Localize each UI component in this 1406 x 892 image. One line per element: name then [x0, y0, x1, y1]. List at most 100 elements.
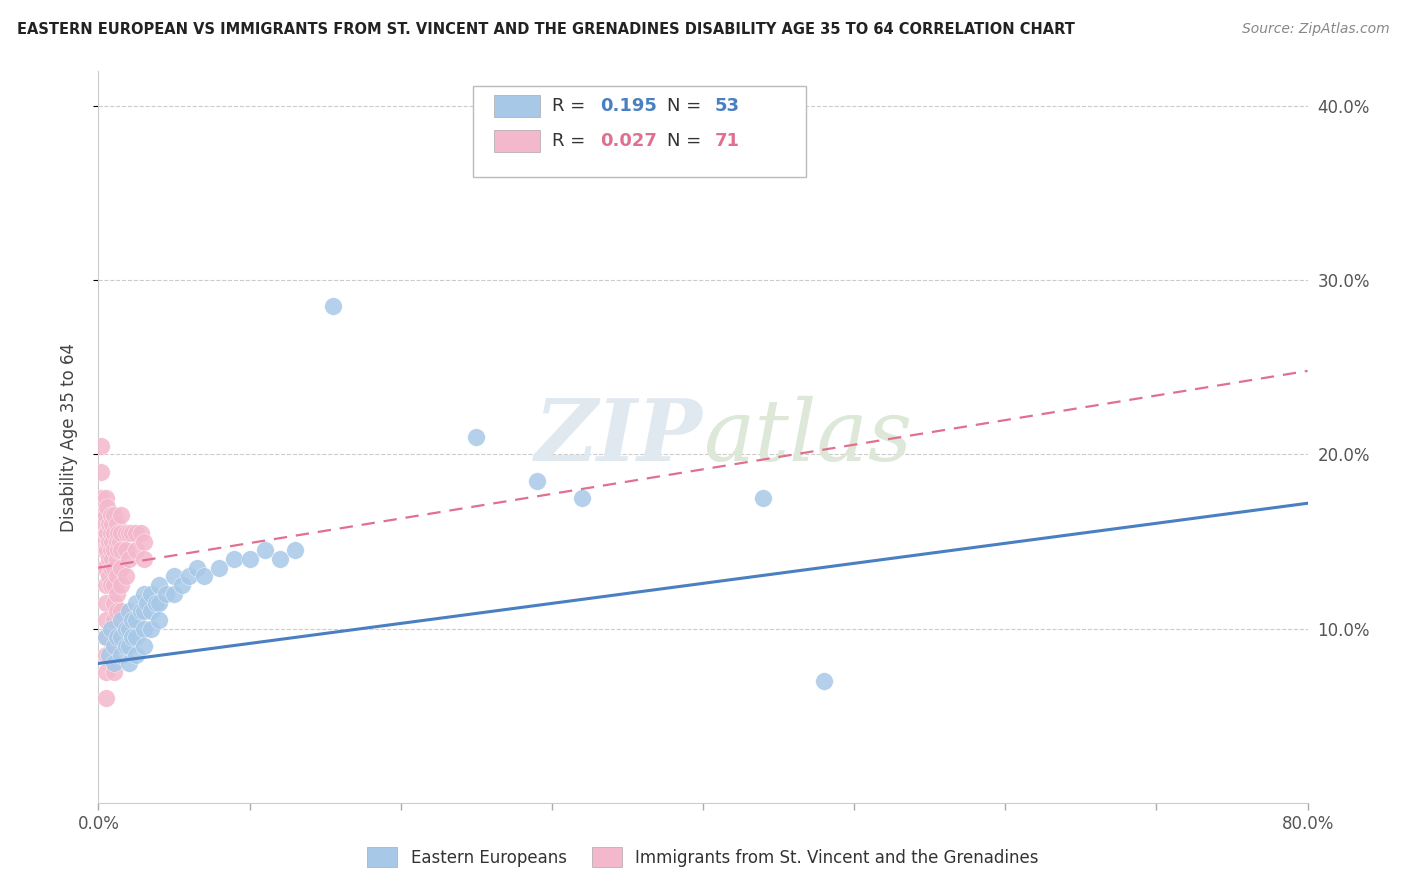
Point [98, 648, 121, 662]
Point [170, 578, 193, 592]
Point [125, 631, 148, 645]
Point [103, 613, 125, 627]
Point [94, 613, 117, 627]
Point [90, 491, 112, 505]
Point [135, 595, 157, 609]
Point [103, 595, 125, 609]
Point [148, 595, 170, 609]
FancyBboxPatch shape [474, 86, 806, 178]
FancyBboxPatch shape [494, 95, 540, 118]
Point [93, 517, 115, 532]
Point [110, 508, 132, 523]
Point [752, 491, 775, 505]
Point [94, 595, 117, 609]
Point [94, 508, 117, 523]
Point [284, 543, 307, 558]
Point [100, 543, 122, 558]
Text: 0.027: 0.027 [600, 132, 657, 150]
Point [96, 525, 118, 540]
Point [90, 439, 112, 453]
Point [107, 525, 129, 540]
Point [103, 578, 125, 592]
Point [132, 639, 155, 653]
Point [141, 587, 163, 601]
Point [125, 595, 148, 609]
Point [224, 552, 246, 566]
Point [94, 691, 117, 706]
Point [129, 604, 152, 618]
Point [132, 552, 155, 566]
Point [253, 543, 276, 558]
Point [179, 569, 201, 583]
Point [118, 552, 141, 566]
Point [813, 673, 835, 688]
Point [141, 622, 163, 636]
Point [90, 465, 112, 479]
Point [108, 534, 131, 549]
Point [208, 560, 231, 574]
Point [110, 578, 132, 592]
Point [465, 430, 488, 444]
Text: Source: ZipAtlas.com: Source: ZipAtlas.com [1241, 22, 1389, 37]
Point [114, 639, 136, 653]
Point [94, 525, 117, 540]
Y-axis label: Disability Age 35 to 64: Disability Age 35 to 64 [59, 343, 77, 532]
Point [100, 622, 122, 636]
Text: R =: R = [551, 132, 591, 150]
Point [132, 534, 155, 549]
Point [105, 552, 128, 566]
Point [105, 604, 128, 618]
Point [94, 543, 117, 558]
Point [118, 622, 141, 636]
Text: R =: R = [551, 97, 591, 115]
Point [155, 587, 177, 601]
Point [91, 534, 114, 549]
Point [91, 508, 114, 523]
Point [125, 543, 148, 558]
Point [110, 543, 132, 558]
Point [125, 613, 148, 627]
Point [163, 569, 186, 583]
Point [269, 552, 291, 566]
Text: 53: 53 [716, 97, 740, 115]
Point [100, 508, 122, 523]
Text: 0.195: 0.195 [600, 97, 657, 115]
Text: N =: N = [666, 132, 707, 150]
Point [103, 525, 125, 540]
Legend: Eastern Europeans, Immigrants from St. Vincent and the Grenadines: Eastern Europeans, Immigrants from St. V… [359, 839, 1047, 875]
Point [145, 595, 167, 609]
Point [103, 508, 125, 523]
Point [163, 587, 186, 601]
Point [105, 587, 128, 601]
Point [322, 300, 344, 314]
Point [100, 578, 122, 592]
Text: 71: 71 [716, 132, 740, 150]
Point [193, 569, 215, 583]
Point [94, 648, 117, 662]
Point [93, 560, 115, 574]
Point [114, 569, 136, 583]
Point [94, 665, 117, 680]
Point [132, 604, 155, 618]
Text: EASTERN EUROPEAN VS IMMIGRANTS FROM ST. VINCENT AND THE GRENADINES DISABILITY AG: EASTERN EUROPEAN VS IMMIGRANTS FROM ST. … [17, 22, 1074, 37]
Point [98, 569, 121, 583]
Point [91, 525, 114, 540]
Point [98, 552, 121, 566]
Point [148, 613, 170, 627]
Point [110, 613, 132, 627]
Point [114, 525, 136, 540]
Point [132, 587, 155, 601]
Point [121, 613, 143, 627]
Point [94, 560, 117, 574]
Point [114, 622, 136, 636]
Point [94, 578, 117, 592]
Point [110, 631, 132, 645]
Text: atlas: atlas [703, 396, 912, 478]
Point [107, 543, 129, 558]
Point [239, 552, 262, 566]
Point [132, 622, 155, 636]
Point [141, 604, 163, 618]
Point [110, 525, 132, 540]
Point [96, 543, 118, 558]
Point [98, 517, 121, 532]
